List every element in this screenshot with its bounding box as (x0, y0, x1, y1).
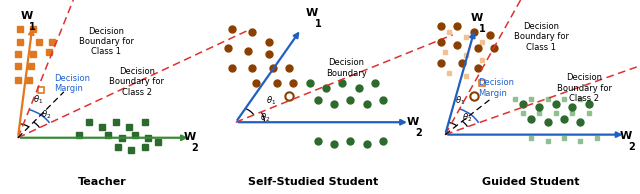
Text: $\theta_2$: $\theta_2$ (260, 112, 271, 124)
Text: $\mathbf{W}$: $\mathbf{W}$ (470, 11, 484, 23)
Text: 1: 1 (29, 22, 35, 32)
Text: Decision
Boundary for
Class 1: Decision Boundary for Class 1 (79, 27, 134, 56)
Text: $\theta_1$: $\theta_1$ (456, 95, 466, 107)
Text: $\mathbf{W}$: $\mathbf{W}$ (20, 9, 34, 21)
Text: $\mathbf{W}$: $\mathbf{W}$ (406, 115, 420, 127)
Text: 2: 2 (415, 128, 422, 138)
Text: $\theta_2$: $\theta_2$ (41, 109, 51, 121)
Text: $\mathbf{W}$: $\mathbf{W}$ (305, 6, 319, 18)
Text: Self-Studied Student: Self-Studied Student (248, 177, 379, 187)
Text: 1: 1 (315, 19, 321, 29)
Text: Decision
Margin: Decision Margin (478, 78, 514, 98)
Text: 1: 1 (479, 24, 486, 34)
Text: $\mathbf{W}$: $\mathbf{W}$ (620, 129, 633, 141)
Text: Decision
Boundary: Decision Boundary (326, 58, 367, 78)
Text: $\theta_2$: $\theta_2$ (461, 112, 472, 124)
Text: $\theta_1$: $\theta_1$ (33, 93, 44, 106)
Text: 2: 2 (628, 142, 636, 152)
Text: Guided Student: Guided Student (483, 177, 580, 187)
Text: 2: 2 (192, 143, 198, 153)
Text: Decision
Boundary for
Class 1: Decision Boundary for Class 1 (514, 22, 569, 52)
Text: Decision
Boundary for
Class 2: Decision Boundary for Class 2 (109, 67, 164, 97)
Text: $\theta_1$: $\theta_1$ (266, 95, 276, 107)
Text: $\mathbf{W}$: $\mathbf{W}$ (183, 130, 197, 142)
Text: Decision
Margin: Decision Margin (54, 74, 90, 93)
Text: Decision
Boundary for
Class 2: Decision Boundary for Class 2 (557, 73, 612, 103)
Text: Teacher: Teacher (78, 177, 127, 187)
